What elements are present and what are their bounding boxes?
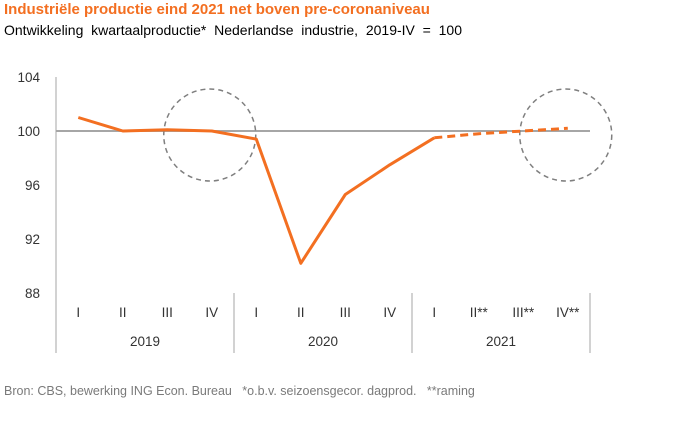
highlight-circles — [163, 88, 613, 182]
x-tick-label: I — [432, 305, 436, 320]
x-tick-label: II — [119, 305, 127, 320]
y-tick-label: 100 — [17, 124, 40, 139]
x-tick-label: III** — [512, 305, 535, 320]
y-axis: 88 92 96 100 104 — [17, 70, 57, 353]
x-group-label: 2021 — [486, 334, 516, 349]
x-tick-label: III — [340, 305, 351, 320]
x-tick-label: III — [162, 305, 173, 320]
production-line — [77, 116, 436, 265]
x-tick-label: IV — [383, 305, 396, 320]
x-group-label: 2019 — [130, 334, 160, 349]
y-tick-label: 96 — [25, 178, 40, 193]
x-tick-label: II — [297, 305, 305, 320]
y-tick-label: 104 — [17, 70, 40, 85]
forecast-line — [434, 126, 568, 140]
y-tick-label: 92 — [25, 232, 40, 247]
x-tick-label: II** — [470, 305, 489, 320]
x-group-label: 2020 — [308, 334, 338, 349]
chart-subtitle: Ontwikkeling kwartaalproductie* Nederlan… — [4, 22, 462, 38]
highlight-circle — [163, 88, 257, 182]
series-group — [77, 116, 568, 265]
highlight-circle — [519, 88, 613, 182]
y-tick-label: 88 — [25, 286, 40, 301]
chart-title: Industriële productie eind 2021 net bove… — [4, 1, 430, 18]
x-tick-label: IV** — [556, 305, 580, 320]
source-note: Bron: CBS, bewerking ING Econ. Bureau *o… — [4, 384, 475, 398]
x-tick-label: IV — [205, 305, 218, 320]
x-tick-label: I — [76, 305, 80, 320]
x-tick-label: I — [254, 305, 258, 320]
